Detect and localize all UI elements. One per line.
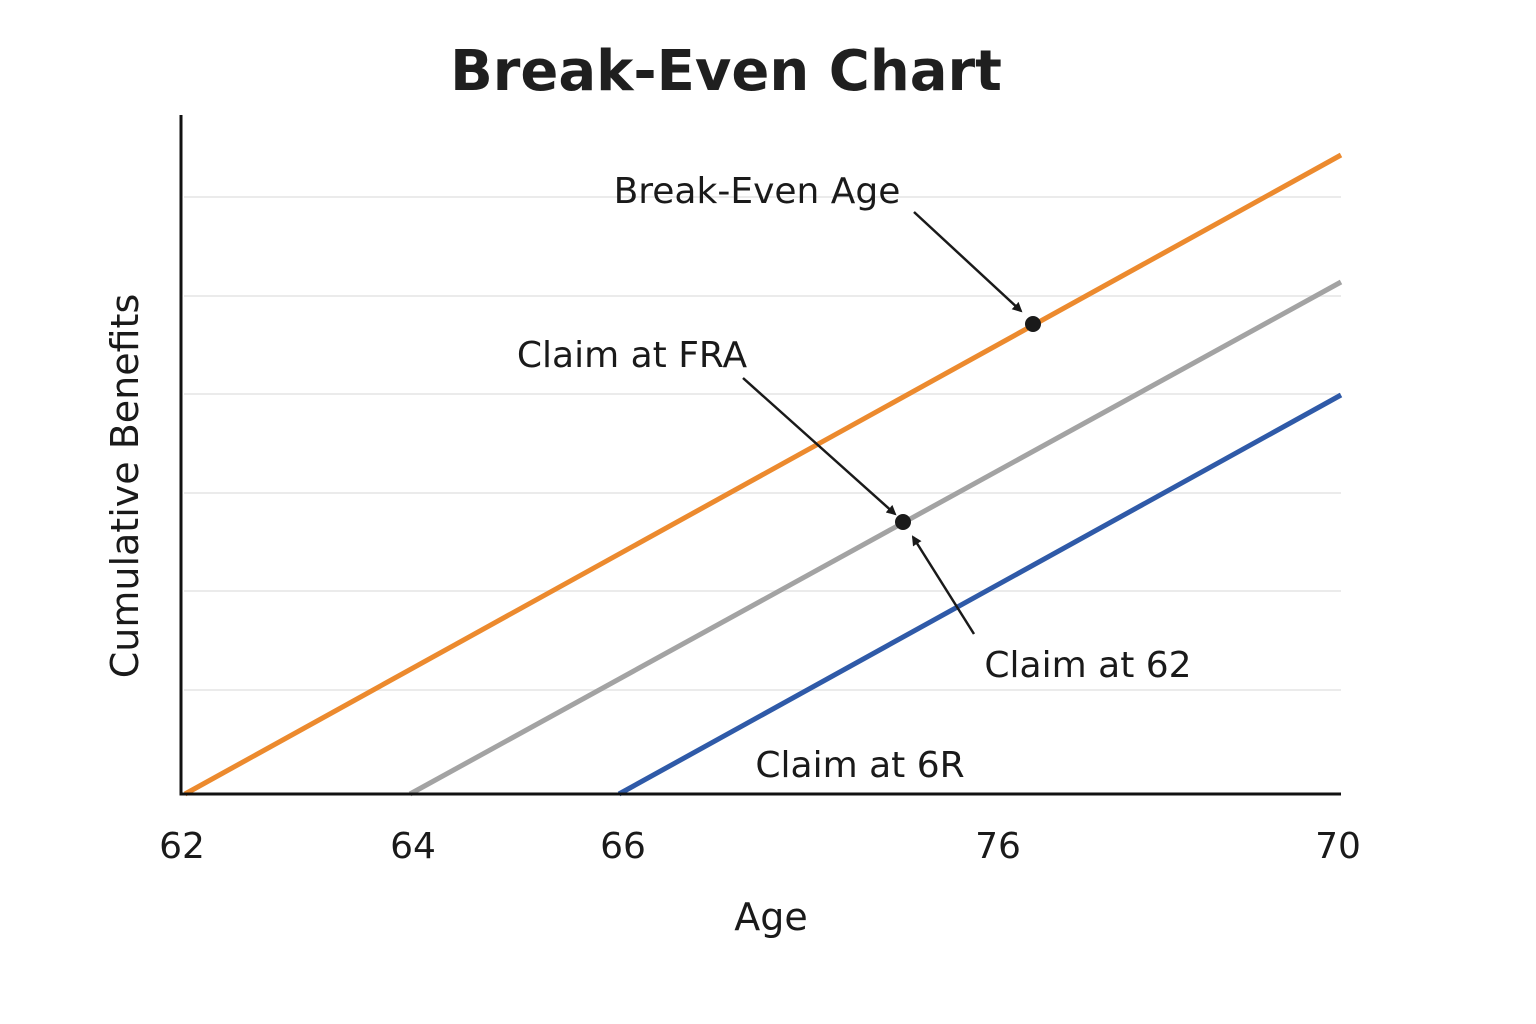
x-tick-label: 62 [159, 826, 205, 867]
series-lines [183, 152, 1343, 797]
x-tick-label: 76 [975, 826, 1021, 867]
series-line-1 [183, 152, 1343, 797]
x-tick-label: 64 [390, 826, 436, 867]
break-even-marker [895, 514, 911, 530]
chart-title: Break-Even Chart [450, 39, 1002, 104]
break-even-marker [1025, 316, 1041, 332]
axes [179, 115, 1341, 796]
annotation-arrow [913, 211, 1023, 313]
annotation-label: Break-Even Age [614, 171, 901, 212]
y-axis-label: Cumulative Benefits [103, 294, 147, 679]
x-tick-labels: 62 64 66 76 70 [159, 826, 1361, 867]
markers [895, 316, 1041, 530]
annotations: Break-Even Age Claim at FRA Claim at 62 Cla… [517, 171, 1192, 786]
annotation-label: Claim at 62 [984, 645, 1191, 686]
x-axis-label: Age [734, 895, 808, 939]
series-line-3 [617, 392, 1343, 797]
x-tick-label: 66 [600, 826, 646, 867]
axis-lines [179, 115, 1341, 796]
series-line-2 [408, 279, 1343, 797]
x-tick-label: 70 [1315, 826, 1361, 867]
gridlines [184, 196, 1341, 691]
annotation-arrow [911, 535, 976, 635]
annotation-label: Claim at 6R [755, 745, 964, 786]
annotation-arrow [742, 377, 897, 516]
annotation-label: Claim at FRA [517, 335, 748, 376]
